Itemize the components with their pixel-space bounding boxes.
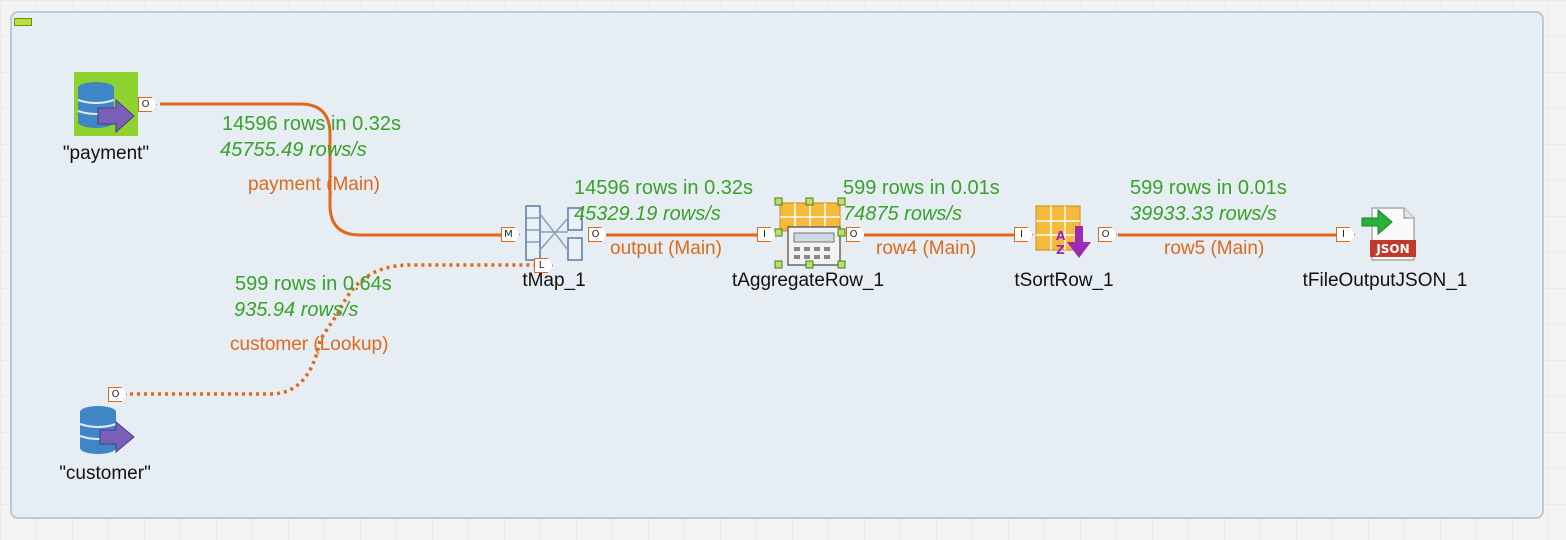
aggregate-row-icon: [774, 197, 846, 269]
output-component-label: tFileOutputJSON_1: [1302, 270, 1468, 291]
port-tmap-out[interactable]: O: [588, 227, 607, 242]
port-payment-out[interactable]: O: [138, 97, 157, 112]
customer-link-rate: 935.94 rows/s: [234, 299, 359, 321]
row4-link-label[interactable]: row4 (Main): [876, 238, 977, 259]
sort-row-icon: A Z: [1035, 205, 1091, 258]
svg-text:A: A: [1056, 229, 1066, 243]
port-aggregate-in[interactable]: I: [757, 227, 776, 242]
subjob-collapse-button[interactable]: [14, 18, 32, 26]
payment-db-component[interactable]: [74, 72, 138, 141]
tmap-component[interactable]: [524, 204, 586, 271]
port-tmap-main-in[interactable]: M: [501, 227, 520, 242]
payment-link-rows: 14596 rows in 0.32s: [222, 113, 402, 135]
output-link-rate: 45329.19 rows/s: [574, 203, 721, 225]
port-aggregate-out[interactable]: O: [846, 227, 865, 242]
customer-link-label[interactable]: customer (Lookup): [230, 334, 389, 355]
output-link-label[interactable]: output (Main): [610, 238, 722, 259]
database-input-icon: [74, 72, 138, 136]
payment-link-rate: 45755.49 rows/s: [220, 139, 367, 161]
sort-component-label: tSortRow_1: [1014, 270, 1114, 291]
svg-text:Z: Z: [1056, 243, 1065, 257]
aggregate-component[interactable]: [774, 197, 846, 274]
port-tmap-lookup-in[interactable]: L: [534, 258, 553, 273]
row5-link-rate: 39933.33 rows/s: [1130, 203, 1277, 225]
row4-link-rate: 74875 rows/s: [843, 203, 962, 225]
tmap-icon: [525, 205, 583, 261]
file-output-json-icon: JSON: [1361, 207, 1416, 261]
row5-link-label[interactable]: row5 (Main): [1164, 238, 1265, 259]
sort-component[interactable]: A Z: [1034, 204, 1096, 267]
port-output-in[interactable]: I: [1336, 227, 1355, 242]
output-json-component[interactable]: JSON: [1360, 204, 1420, 269]
customer-link-rows: 599 rows in 0.64s: [235, 273, 392, 295]
payment-link-label[interactable]: payment (Main): [248, 174, 380, 195]
port-customer-out[interactable]: O: [108, 387, 127, 402]
json-badge: JSON: [1375, 242, 1409, 256]
payment-component-label: "payment": [62, 143, 150, 164]
port-sort-out[interactable]: O: [1098, 227, 1117, 242]
link-customer[interactable]: [130, 263, 536, 396]
aggregate-component-label: tAggregateRow_1: [731, 270, 885, 291]
customer-db-component[interactable]: [76, 404, 138, 461]
customer-component-label: "customer": [59, 463, 151, 484]
row5-link-rows: 599 rows in 0.01s: [1130, 177, 1287, 199]
link-payment[interactable]: [160, 102, 508, 237]
output-link-rows: 14596 rows in 0.32s: [574, 177, 754, 199]
database-input-icon: [79, 406, 135, 454]
port-sort-in[interactable]: I: [1014, 227, 1033, 242]
row4-link-rows: 599 rows in 0.01s: [843, 177, 1000, 199]
tmap-component-label: tMap_1: [522, 270, 586, 291]
